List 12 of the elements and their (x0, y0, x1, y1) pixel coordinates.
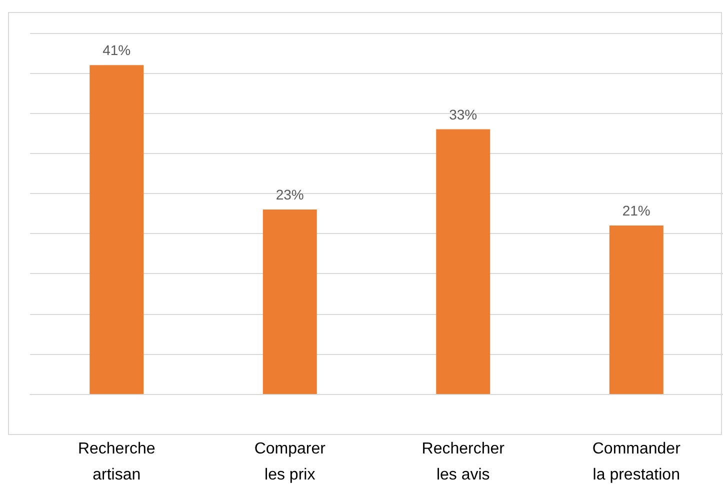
data-label: 23% (276, 186, 304, 202)
x-tick-label: Recherche artisan (78, 440, 156, 484)
bar (262, 209, 317, 394)
data-label: 33% (449, 106, 478, 122)
bar (609, 226, 664, 394)
data-label: 21% (622, 202, 650, 219)
bar (90, 65, 144, 394)
x-tick-label: Rechercher les avis (422, 440, 506, 484)
bar (436, 129, 490, 394)
x-tick-label: Commander la prestation (592, 440, 682, 484)
data-label: 41% (102, 42, 131, 58)
x-tick-label: Comparer les prix (254, 440, 326, 484)
